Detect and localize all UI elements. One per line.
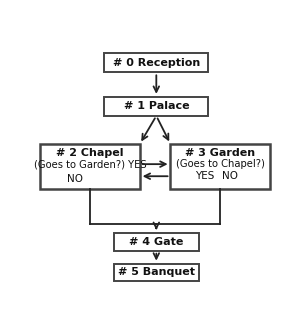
Text: (Goes to Garden?) YES: (Goes to Garden?) YES [34,159,146,169]
FancyBboxPatch shape [41,144,140,189]
FancyBboxPatch shape [114,264,199,282]
Text: # 4 Gate: # 4 Gate [129,237,184,247]
Text: # 2 Chapel: # 2 Chapel [56,148,124,158]
Text: NO: NO [222,171,238,181]
Text: # 0 Reception: # 0 Reception [113,58,200,68]
FancyBboxPatch shape [170,144,270,189]
FancyBboxPatch shape [104,53,208,72]
Text: (Goes to Chapel?): (Goes to Chapel?) [176,159,264,169]
Text: # 5 Banquet: # 5 Banquet [118,268,195,278]
Text: NO: NO [67,174,83,184]
Text: # 1 Palace: # 1 Palace [124,101,189,111]
Text: # 3 Garden: # 3 Garden [185,148,255,158]
FancyBboxPatch shape [114,233,199,251]
Text: YES: YES [195,171,215,181]
FancyBboxPatch shape [104,97,208,116]
